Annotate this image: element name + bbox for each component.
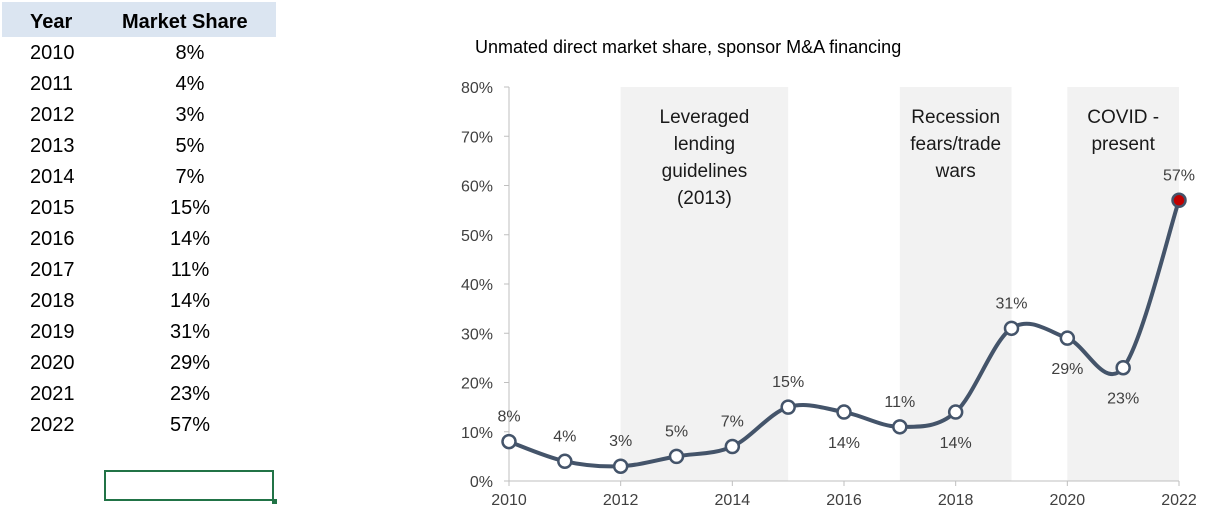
shaded-periods: Leveraged lending guidelines (2013) Recessio… [620, 87, 1179, 481]
y-tick-label: 30% [461, 326, 493, 343]
period-label: wars [935, 161, 976, 182]
year-cell[interactable]: 2016 [30, 228, 75, 250]
market-share-cell[interactable]: 14% [169, 228, 211, 250]
selected-cell[interactable] [104, 470, 274, 501]
period-label: fears/trade [910, 134, 1001, 155]
year-cell[interactable]: 2014 [30, 166, 75, 188]
year-cell[interactable]: 2010 [30, 42, 75, 64]
period-label: Leveraged [660, 107, 750, 128]
period-label: Recession [911, 107, 1000, 128]
year-cell[interactable]: 2012 [30, 104, 75, 126]
year-cell[interactable]: 2022 [30, 414, 75, 436]
year-cell[interactable]: 2015 [30, 197, 75, 219]
data-point [668, 448, 685, 465]
spreadsheet-table: Year Market Share 2010 8% 2011 4% 2012 3% 2013… [0, 0, 290, 521]
period-label: lending [674, 134, 735, 155]
data-label: 57% [1163, 167, 1195, 184]
market-share-cell[interactable]: 23% [169, 383, 211, 405]
data-label: 14% [828, 435, 860, 452]
x-tick-label: 2010 [491, 492, 527, 509]
x-tick-label: 2018 [938, 492, 974, 509]
data-label: 14% [940, 435, 972, 452]
data-point [724, 438, 741, 455]
data-point [557, 453, 573, 470]
table-header-row [2, 2, 276, 37]
data-point [612, 458, 629, 474]
y-tick-label: 50% [461, 228, 493, 245]
data-label: 5% [665, 423, 688, 440]
data-point [892, 419, 908, 435]
y-tick-label: 70% [461, 129, 493, 146]
data-label: 15% [772, 374, 804, 391]
data-point [1115, 359, 1131, 376]
data-label: 29% [1051, 361, 1083, 378]
x-tick-label: 2020 [1050, 492, 1086, 509]
market-share-cell[interactable]: 11% [170, 259, 210, 281]
header-market-share[interactable]: Market Share [122, 11, 248, 33]
year-cell[interactable]: 2013 [30, 135, 75, 157]
chart-title: Unmated direct market share, sponsor M&A… [475, 37, 901, 57]
data-point [1059, 330, 1076, 346]
year-cell[interactable]: 2018 [30, 290, 75, 312]
y-tick-label: 80% [461, 80, 493, 97]
data-label: 4% [553, 428, 576, 445]
x-axis-ticks: 2010 2012 2014 2016 2018 2020 2022 [491, 481, 1197, 509]
market-share-cell[interactable]: 4% [175, 73, 205, 95]
market-share-cell[interactable]: 7% [175, 166, 205, 188]
data-label: 7% [721, 414, 744, 431]
data-point [836, 404, 852, 420]
market-share-cell[interactable]: 31% [169, 321, 211, 343]
market-share-cell[interactable]: 8% [175, 42, 205, 64]
year-cell[interactable]: 2011 [30, 73, 74, 95]
x-tick-label: 2012 [603, 492, 639, 509]
y-tick-label: 20% [461, 376, 493, 393]
y-tick-label: 10% [461, 425, 493, 442]
year-cell[interactable]: 2021 [30, 383, 75, 405]
header-year[interactable]: Year [30, 11, 73, 33]
y-tick-label: 40% [461, 277, 493, 294]
data-points [501, 192, 1187, 474]
year-cell[interactable]: 2019 [30, 321, 75, 343]
y-tick-label: 60% [461, 179, 493, 196]
year-cell[interactable]: 2020 [30, 352, 75, 374]
data-label: 31% [995, 295, 1027, 312]
year-cell[interactable]: 2017 [30, 259, 75, 281]
shaded-period [620, 87, 789, 481]
data-label: 3% [609, 433, 632, 450]
y-axis-ticks: 0% 10% 20% 30% 40% 50% 60% 70% 80% [461, 80, 509, 491]
period-label: guidelines [662, 161, 748, 182]
data-point [780, 399, 796, 415]
period-label: COVID - [1087, 107, 1159, 128]
period-label: (2013) [677, 188, 732, 209]
series-line [507, 198, 1181, 469]
data-point [501, 433, 517, 450]
x-tick-label: 2022 [1161, 492, 1197, 509]
market-share-cell[interactable]: 14% [169, 290, 211, 312]
data-label: 8% [497, 409, 520, 426]
data-label: 23% [1107, 391, 1139, 408]
market-share-cell[interactable]: 3% [175, 104, 205, 126]
highlight-point [1171, 192, 1187, 209]
fill-handle[interactable] [272, 499, 277, 504]
x-tick-label: 2014 [715, 492, 751, 509]
market-share-cell[interactable]: 5% [175, 135, 205, 157]
market-share-cell[interactable]: 57% [169, 414, 211, 436]
data-point [947, 404, 964, 420]
market-share-cell[interactable]: 29% [169, 352, 211, 374]
x-tick-label: 2016 [826, 492, 862, 509]
y-tick-label: 0% [470, 474, 493, 491]
shaded-period [1067, 87, 1179, 481]
period-label: present [1091, 134, 1155, 155]
data-labels: 8% 4% 3% 5% 7% 15% 14% 11% 14% 31% 29% 23% 57% [497, 167, 1195, 452]
data-point [1003, 320, 1020, 337]
data-label: 11% [884, 394, 915, 411]
market-share-cell[interactable]: 15% [169, 197, 211, 219]
